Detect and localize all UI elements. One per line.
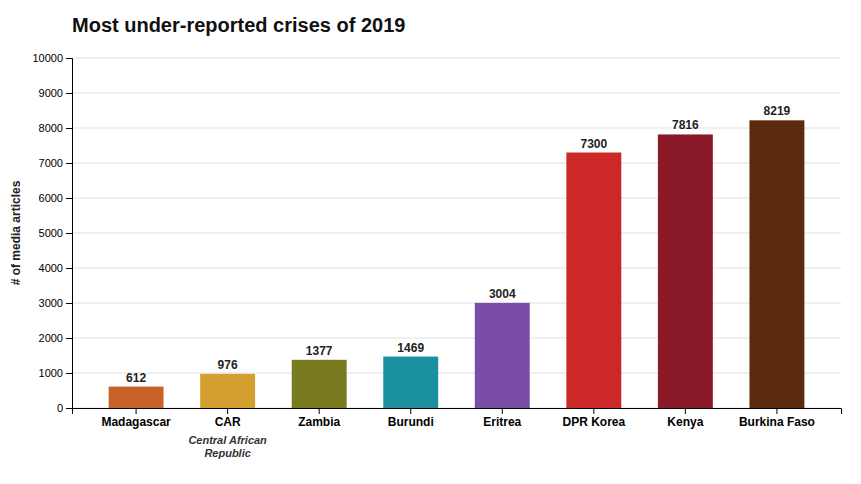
y-tick: 10000 bbox=[32, 52, 72, 64]
y-tick: 3000 bbox=[39, 297, 72, 309]
y-tick-label: 0 bbox=[57, 402, 63, 414]
annotation-line: Republic bbox=[204, 447, 250, 459]
y-tick: 4000 bbox=[39, 262, 72, 274]
y-tick-mark bbox=[66, 93, 72, 94]
x-tick: CAR bbox=[215, 408, 241, 429]
data-label: 976 bbox=[218, 358, 238, 372]
y-tick: 7000 bbox=[39, 157, 72, 169]
bar bbox=[383, 357, 438, 408]
grid-line bbox=[72, 58, 841, 59]
y-tick-mark bbox=[66, 128, 72, 129]
x-tick-label: Madagascar bbox=[101, 415, 171, 429]
y-tick: 8000 bbox=[39, 122, 72, 134]
data-label: 1377 bbox=[306, 344, 333, 358]
y-tick-mark bbox=[66, 338, 72, 339]
x-tick-mark bbox=[776, 408, 777, 414]
y-tick: 9000 bbox=[39, 87, 72, 99]
x-tick-label: CAR bbox=[215, 415, 241, 429]
chart: 0 1000 2000 3000 4000 5000 6000 7000 8000 9000 100… bbox=[0, 0, 861, 484]
y-tick-mark bbox=[66, 303, 72, 304]
y-axis: 0 1000 2000 3000 4000 5000 6000 7000 8000 9000 100… bbox=[32, 52, 72, 414]
y-tick-mark bbox=[66, 408, 72, 409]
grid-line bbox=[72, 268, 841, 269]
y-tick-mark bbox=[66, 268, 72, 269]
y-tick: 0 bbox=[57, 402, 72, 414]
y-tick-label: 7000 bbox=[39, 157, 63, 169]
bar bbox=[475, 303, 530, 408]
y-tick-label: 4000 bbox=[39, 262, 63, 274]
y-tick-mark bbox=[66, 58, 72, 59]
annotation-line: Central African bbox=[188, 434, 267, 446]
y-tick: 6000 bbox=[39, 192, 72, 204]
x-tick: Kenya bbox=[667, 408, 703, 429]
y-tick-label: 10000 bbox=[32, 52, 63, 64]
x-tick: DPR Korea bbox=[562, 408, 625, 429]
x-tick: Zambia bbox=[298, 408, 340, 429]
title: Most under-reported crises of 2019 bbox=[72, 14, 405, 36]
x-tick-mark bbox=[136, 408, 137, 414]
grid-line bbox=[72, 198, 841, 199]
y-tick-label: 9000 bbox=[39, 87, 63, 99]
x-tick-mark bbox=[319, 408, 320, 414]
grid-line bbox=[72, 93, 841, 94]
bar bbox=[749, 120, 804, 408]
grid-line bbox=[72, 233, 841, 234]
y-axis-title: # of media articles bbox=[9, 180, 23, 285]
x-tick: Burundi bbox=[388, 408, 434, 429]
x-tick: Burkina Faso bbox=[739, 408, 815, 429]
y-tick-label: 5000 bbox=[39, 227, 63, 239]
y-tick: 2000 bbox=[39, 332, 72, 344]
grid-line bbox=[72, 163, 841, 164]
x-axis: Madagascar CAR Zambia Burundi Eritrea DPR Kor… bbox=[73, 408, 842, 429]
x-tick-label: Burundi bbox=[388, 415, 434, 429]
y-tick-mark bbox=[66, 198, 72, 199]
data-label: 7816 bbox=[672, 118, 699, 132]
x-tick-label: Kenya bbox=[667, 415, 703, 429]
x-tick-mark bbox=[502, 408, 503, 414]
x-tick-mark bbox=[685, 408, 686, 414]
y-tick-label: 2000 bbox=[39, 332, 63, 344]
y-tick-mark bbox=[66, 233, 72, 234]
data-labels: 612 976 1377 1469 3004 7300 7816 8219 bbox=[126, 104, 791, 384]
y-tick: 5000 bbox=[39, 227, 72, 239]
data-label: 7300 bbox=[580, 137, 607, 151]
grid-line bbox=[72, 303, 841, 304]
x-tick-mark bbox=[227, 408, 228, 414]
data-label: 3004 bbox=[489, 287, 516, 301]
x-tick: Eritrea bbox=[483, 408, 521, 429]
x-tick-label: Eritrea bbox=[483, 415, 521, 429]
y-tick-label: 1000 bbox=[39, 367, 63, 379]
data-label: 8219 bbox=[764, 104, 791, 118]
x-tick-label: DPR Korea bbox=[562, 415, 625, 429]
bar bbox=[658, 134, 713, 408]
x-tick-label: Zambia bbox=[298, 415, 340, 429]
bar bbox=[109, 387, 164, 408]
y-tick-label: 8000 bbox=[39, 122, 63, 134]
y-tick-mark bbox=[66, 373, 72, 374]
data-label: 612 bbox=[126, 371, 146, 385]
data-label: 1469 bbox=[397, 341, 424, 355]
grid-line bbox=[72, 373, 841, 374]
y-tick: 1000 bbox=[39, 367, 72, 379]
plot-area: 0 1000 2000 3000 4000 5000 6000 7000 8000 9000 100… bbox=[32, 52, 841, 459]
annotation: Central AfricanRepublic bbox=[188, 434, 267, 459]
bar bbox=[292, 360, 347, 408]
y-tick-label: 3000 bbox=[39, 297, 63, 309]
bar bbox=[566, 153, 621, 409]
y-tick-label: 6000 bbox=[39, 192, 63, 204]
grid-line bbox=[72, 338, 841, 339]
x-tick-label: Burkina Faso bbox=[739, 415, 815, 429]
bar bbox=[200, 374, 255, 408]
x-tick-mark bbox=[410, 408, 411, 414]
x-tick-mark bbox=[593, 408, 594, 414]
grid-line bbox=[72, 128, 841, 129]
y-tick-mark bbox=[66, 163, 72, 164]
x-axis-line bbox=[73, 409, 842, 415]
y-axis-line bbox=[66, 59, 73, 409]
bars bbox=[109, 120, 805, 408]
x-tick: Madagascar bbox=[101, 408, 171, 429]
grid bbox=[72, 58, 841, 408]
